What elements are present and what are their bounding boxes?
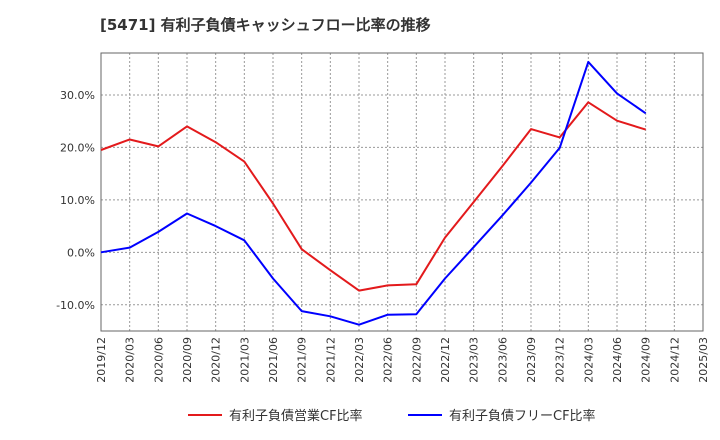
x-tick-label: 2022/06 [382,337,395,383]
x-tick-label: 2024/12 [668,337,681,383]
x-axis-ticks: 2019/12 2020/03 2020/06 2020/09 2020/12 2021/… [95,337,710,383]
plot-border [100,52,704,332]
x-tick-label: 2024/09 [640,337,653,383]
x-tick-label: 2024/06 [611,337,624,383]
x-tick-label: 2023/12 [554,337,567,383]
y-tick-label: -10.0% [56,299,95,312]
x-tick-label: 2021/03 [238,337,251,383]
legend-label-free-cf: 有利子負債フリーCF比率 [449,408,596,424]
series-line-operating-cf [100,101,646,292]
y-tick-label: 0.0% [67,246,95,259]
x-tick-label: 2020/06 [152,337,165,383]
x-tick-label: 2021/12 [324,337,337,383]
x-tick-label: 2023/09 [525,337,538,383]
grid-lines [101,53,703,331]
x-tick-label: 2025/03 [697,337,710,383]
x-tick-label: 2021/06 [267,337,280,383]
x-tick-label: 2022/12 [439,337,452,383]
x-tick-label: 2020/12 [210,337,223,383]
y-tick-label: 30.0% [60,89,95,102]
x-tick-label: 2020/09 [181,337,194,383]
x-tick-label: 2023/03 [468,337,481,383]
series-lines [100,60,647,326]
x-tick-label: 2024/03 [582,337,595,383]
y-tick-label: 20.0% [60,141,95,154]
x-tick-label: 2023/06 [496,337,509,383]
x-tick-label: 2022/09 [410,337,423,383]
legend: 有利子負債営業CF比率 有利子負債フリーCF比率 [188,408,596,424]
x-tick-label: 2022/03 [353,337,366,383]
chart-title: [5471] 有利子負債キャッシュフロー比率の推移 [100,16,431,34]
x-tick-label: 2020/03 [124,337,137,383]
x-tick-label: 2019/12 [95,337,108,383]
series-line-free-cf [100,60,647,326]
legend-label-operating-cf: 有利子負債営業CF比率 [229,408,363,424]
x-tick-label: 2021/09 [296,337,309,383]
y-axis-ticks: 30.0% 20.0% 10.0% 0.0% -10.0% [56,89,95,312]
y-tick-label: 10.0% [60,194,95,207]
